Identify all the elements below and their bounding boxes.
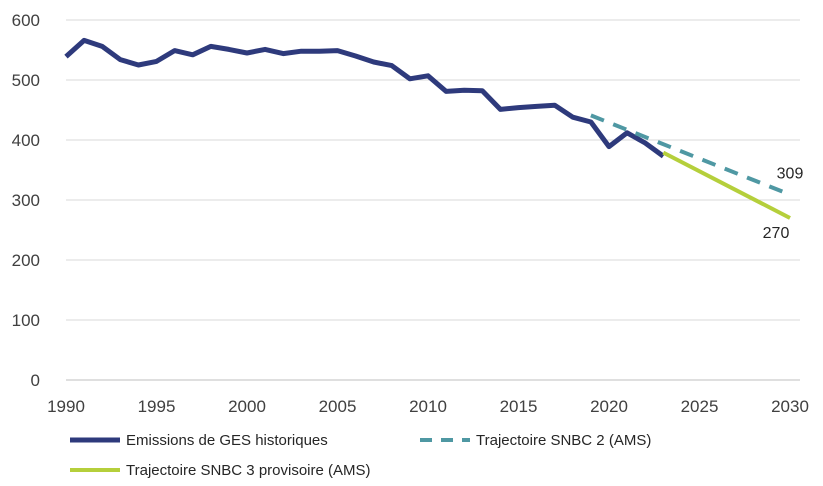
- legend-label-2: Trajectoire SNBC 2 (AMS): [476, 432, 651, 449]
- y-tick-label: 300: [12, 191, 40, 210]
- end-value-annotations: 309 270: [763, 166, 804, 242]
- y-tick-label: 400: [12, 131, 40, 150]
- y-tick-label: 100: [12, 311, 40, 330]
- x-tick-label: 2000: [228, 397, 266, 416]
- x-tick-label: 2005: [319, 397, 357, 416]
- x-tick-label: 2020: [590, 397, 628, 416]
- series-line-1: [64, 37, 665, 159]
- legend-label-1: Emissions de GES historiques: [126, 432, 328, 449]
- x-tick-label: 2010: [409, 397, 447, 416]
- legend: Emissions de GES historiques Trajectoire …: [70, 432, 651, 479]
- x-tick-label: 1995: [138, 397, 176, 416]
- y-axis-tick-labels: 0 100 200 300 400 500 600: [12, 11, 40, 390]
- y-tick-label: 0: [31, 371, 40, 390]
- x-tick-label: 1990: [47, 397, 85, 416]
- legend-label-3: Trajectoire SNBC 3 provisoire (AMS): [126, 462, 371, 479]
- x-tick-label: 2025: [681, 397, 719, 416]
- series-line-3: [662, 150, 791, 220]
- gridlines: [66, 19, 800, 381]
- x-tick-label: 2015: [500, 397, 538, 416]
- series-lines: [64, 37, 791, 220]
- y-tick-label: 200: [12, 251, 40, 270]
- series-line-2: [590, 113, 791, 197]
- x-tick-label: 2030: [771, 397, 809, 416]
- y-tick-label: 600: [12, 11, 40, 30]
- y-tick-label: 500: [12, 71, 40, 90]
- annotation-value: 309: [777, 166, 804, 183]
- annotation-value: 270: [763, 225, 790, 242]
- x-axis-tick-labels: 1990 1995 2000 2005 2010 2015 2020 2025 2030: [47, 397, 809, 416]
